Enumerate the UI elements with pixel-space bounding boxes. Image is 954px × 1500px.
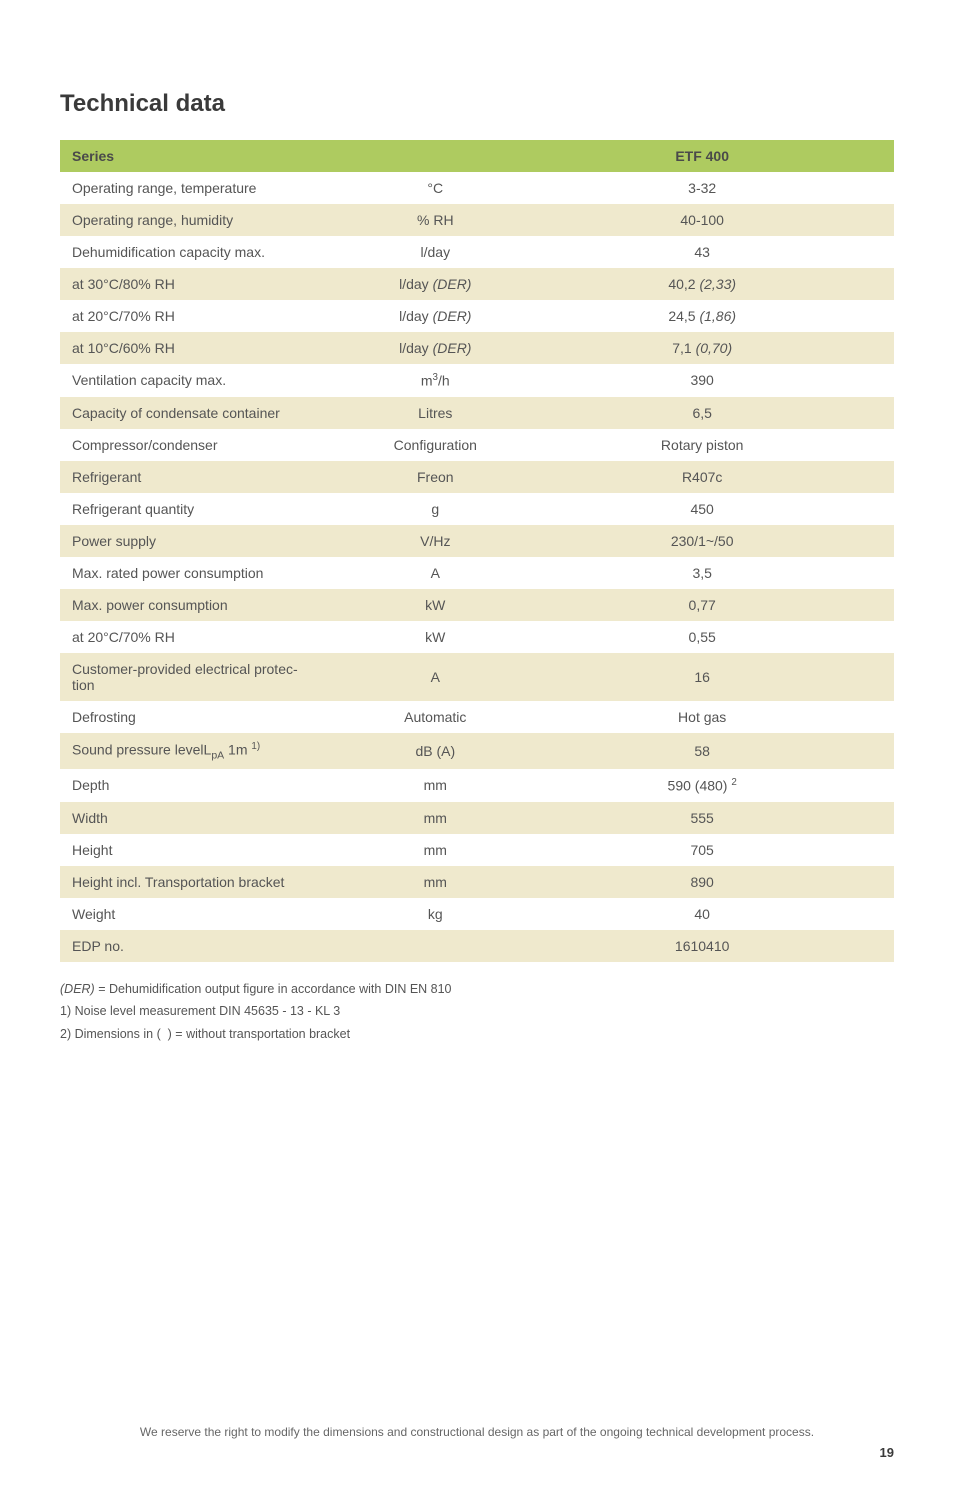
unit-cell: Configuration (360, 429, 510, 461)
value-cell: R407c (510, 461, 894, 493)
param-cell: Height (60, 834, 360, 866)
param-cell: Weight (60, 898, 360, 930)
param-cell: Depth (60, 769, 360, 802)
param-cell: at 20°C/70% RH (60, 621, 360, 653)
value-cell: 40-100 (510, 204, 894, 236)
value-cell: 555 (510, 802, 894, 834)
footnote-line: 2) Dimensions in ( ) = without transport… (60, 1023, 894, 1046)
footnote-line: 1) Noise level measurement DIN 45635 - 1… (60, 1000, 894, 1023)
value-cell: 6,5 (510, 397, 894, 429)
param-cell: at 10°C/60% RH (60, 332, 360, 364)
unit-cell (360, 930, 510, 962)
unit-cell: % RH (360, 204, 510, 236)
unit-cell: l/day (DER) (360, 268, 510, 300)
value-cell: 40 (510, 898, 894, 930)
param-cell: at 20°C/70% RH (60, 300, 360, 332)
value-cell: Hot gas (510, 701, 894, 733)
spec-table: Series ETF 400 Operating range, temperatur… (60, 140, 894, 962)
value-cell: 43 (510, 236, 894, 268)
value-cell: 16 (510, 653, 894, 701)
param-cell: EDP no. (60, 930, 360, 962)
unit-cell: Automatic (360, 701, 510, 733)
value-cell: 705 (510, 834, 894, 866)
param-cell: Width (60, 802, 360, 834)
value-cell: 0,77 (510, 589, 894, 621)
unit-cell: kg (360, 898, 510, 930)
param-cell: Power supply (60, 525, 360, 557)
page-heading: Technical data (60, 90, 894, 118)
footnotes: (DER) = Dehumidification output figure i… (60, 978, 894, 1046)
unit-cell: kW (360, 621, 510, 653)
param-cell: Refrigerant quantity (60, 493, 360, 525)
value-cell: 7,1 (0,70) (510, 332, 894, 364)
unit-cell: V/Hz (360, 525, 510, 557)
param-cell: Operating range, humidity (60, 204, 360, 236)
footer-disclaimer: We reserve the right to modify the dimen… (60, 1425, 894, 1439)
value-cell: 590 (480) 2 (510, 769, 894, 802)
page-number: 19 (60, 1445, 894, 1460)
unit-cell: l/day (360, 236, 510, 268)
param-cell: Defrosting (60, 701, 360, 733)
unit-cell: °C (360, 172, 510, 204)
unit-cell: Freon (360, 461, 510, 493)
footnote-line: (DER) = Dehumidification output figure i… (60, 978, 894, 1001)
value-cell: 3,5 (510, 557, 894, 589)
param-cell: Refrigerant (60, 461, 360, 493)
unit-cell: mm (360, 769, 510, 802)
header-unit (360, 140, 510, 172)
value-cell: 450 (510, 493, 894, 525)
param-cell: Max. rated power consumption (60, 557, 360, 589)
param-cell: Ventilation capacity max. (60, 364, 360, 397)
value-cell: 890 (510, 866, 894, 898)
value-cell: 390 (510, 364, 894, 397)
param-cell: Capacity of condensate container (60, 397, 360, 429)
value-cell: 24,5 (1,86) (510, 300, 894, 332)
param-cell: Sound pressure levelLpA 1m 1) (60, 733, 360, 769)
unit-cell: dB (A) (360, 733, 510, 769)
unit-cell: g (360, 493, 510, 525)
param-cell: Height incl. Transportation bracket (60, 866, 360, 898)
param-cell: Max. power consumption (60, 589, 360, 621)
param-cell: Dehumidification capacity max. (60, 236, 360, 268)
unit-cell: l/day (DER) (360, 332, 510, 364)
unit-cell: l/day (DER) (360, 300, 510, 332)
page-footer: We reserve the right to modify the dimen… (60, 1425, 894, 1460)
unit-cell: mm (360, 866, 510, 898)
param-cell: Operating range, temperature (60, 172, 360, 204)
value-cell: 40,2 (2,33) (510, 268, 894, 300)
param-cell: Customer-provided electrical protec-tion (60, 653, 360, 701)
unit-cell: Litres (360, 397, 510, 429)
value-cell: Rotary piston (510, 429, 894, 461)
header-series: Series (60, 140, 360, 172)
unit-cell: A (360, 653, 510, 701)
unit-cell: kW (360, 589, 510, 621)
header-model: ETF 400 (510, 140, 894, 172)
value-cell: 0,55 (510, 621, 894, 653)
param-cell: Compressor/condenser (60, 429, 360, 461)
param-cell: at 30°C/80% RH (60, 268, 360, 300)
unit-cell: mm (360, 802, 510, 834)
unit-cell: A (360, 557, 510, 589)
unit-cell: m3/h (360, 364, 510, 397)
value-cell: 58 (510, 733, 894, 769)
unit-cell: mm (360, 834, 510, 866)
value-cell: 3-32 (510, 172, 894, 204)
value-cell: 230/1~/50 (510, 525, 894, 557)
value-cell: 1610410 (510, 930, 894, 962)
